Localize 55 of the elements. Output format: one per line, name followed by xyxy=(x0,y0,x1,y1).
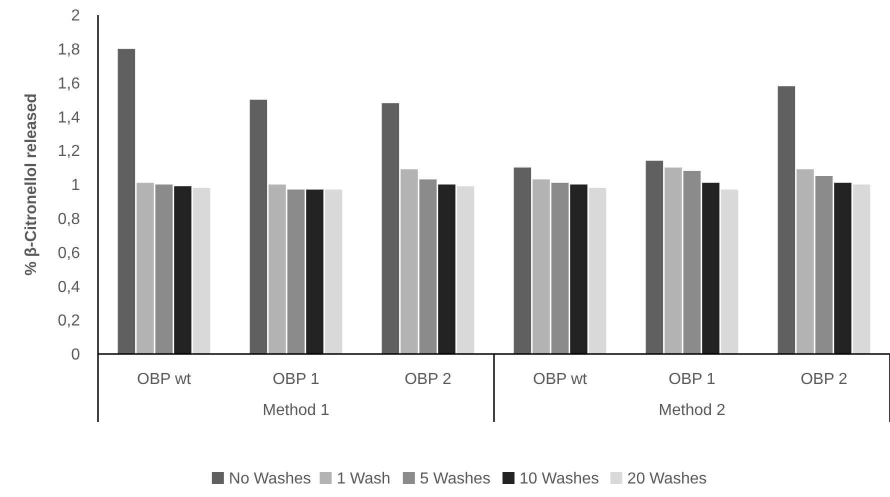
bar xyxy=(438,184,456,354)
text: Method 2 xyxy=(658,402,726,419)
legend-label: No Washes xyxy=(228,470,312,488)
x-tick-label: OBP wt xyxy=(137,371,192,388)
x-tick-label: OBP 1 xyxy=(272,371,320,388)
bar xyxy=(570,184,588,354)
bar xyxy=(324,190,342,354)
bar xyxy=(155,184,173,354)
bar xyxy=(683,170,701,354)
bar xyxy=(306,190,324,354)
bar xyxy=(400,169,418,354)
y-tick-label: 1,4 xyxy=(58,109,80,126)
bar xyxy=(646,160,664,354)
x-tick-label: OBP 2 xyxy=(800,371,848,388)
bar xyxy=(514,168,532,354)
y-tick-label: 0,4 xyxy=(58,278,80,296)
bar xyxy=(268,184,286,354)
bar xyxy=(796,169,814,354)
x-tick-label: OBP 1 xyxy=(668,371,716,388)
bar xyxy=(174,186,192,354)
bar xyxy=(192,188,210,354)
bar xyxy=(834,182,852,354)
bar xyxy=(118,48,136,354)
legend-label: 1 Wash xyxy=(336,470,390,488)
bar xyxy=(250,100,268,354)
legend-label: 20 Washes xyxy=(627,470,707,488)
bar xyxy=(419,179,437,354)
y-tick-label: 2 xyxy=(71,8,80,25)
y-tick-label: 1,2 xyxy=(58,143,80,160)
y-tick-label: 1 xyxy=(71,177,80,194)
bar xyxy=(815,176,833,354)
bar xyxy=(551,182,569,354)
x-tick-label: OBP 2 xyxy=(404,371,452,388)
bar xyxy=(702,182,720,354)
y-tick-label: 0,8 xyxy=(58,211,80,228)
bar xyxy=(852,184,870,354)
bar xyxy=(382,103,400,354)
bar xyxy=(456,186,474,354)
legend-label: 5 Washes xyxy=(420,470,490,488)
legend-label: 10 Washes xyxy=(520,470,599,488)
y-tick-label: 0,2 xyxy=(58,312,80,330)
bar xyxy=(664,168,682,354)
y-tick-label: 0 xyxy=(71,346,80,364)
y-tick-label: 1,6 xyxy=(58,75,80,92)
bar xyxy=(778,86,796,354)
y-tick-label: 1,8 xyxy=(58,42,80,58)
text: Method 1 xyxy=(262,402,330,419)
bar xyxy=(287,190,305,354)
x-tick-label: OBP wt xyxy=(533,371,588,388)
bar xyxy=(532,179,550,354)
bar xyxy=(136,182,154,354)
bar xyxy=(720,190,738,354)
bar xyxy=(588,188,606,354)
y-axis-title: % β-Citronellol released xyxy=(23,93,40,276)
y-tick-label: 0,6 xyxy=(58,244,80,262)
